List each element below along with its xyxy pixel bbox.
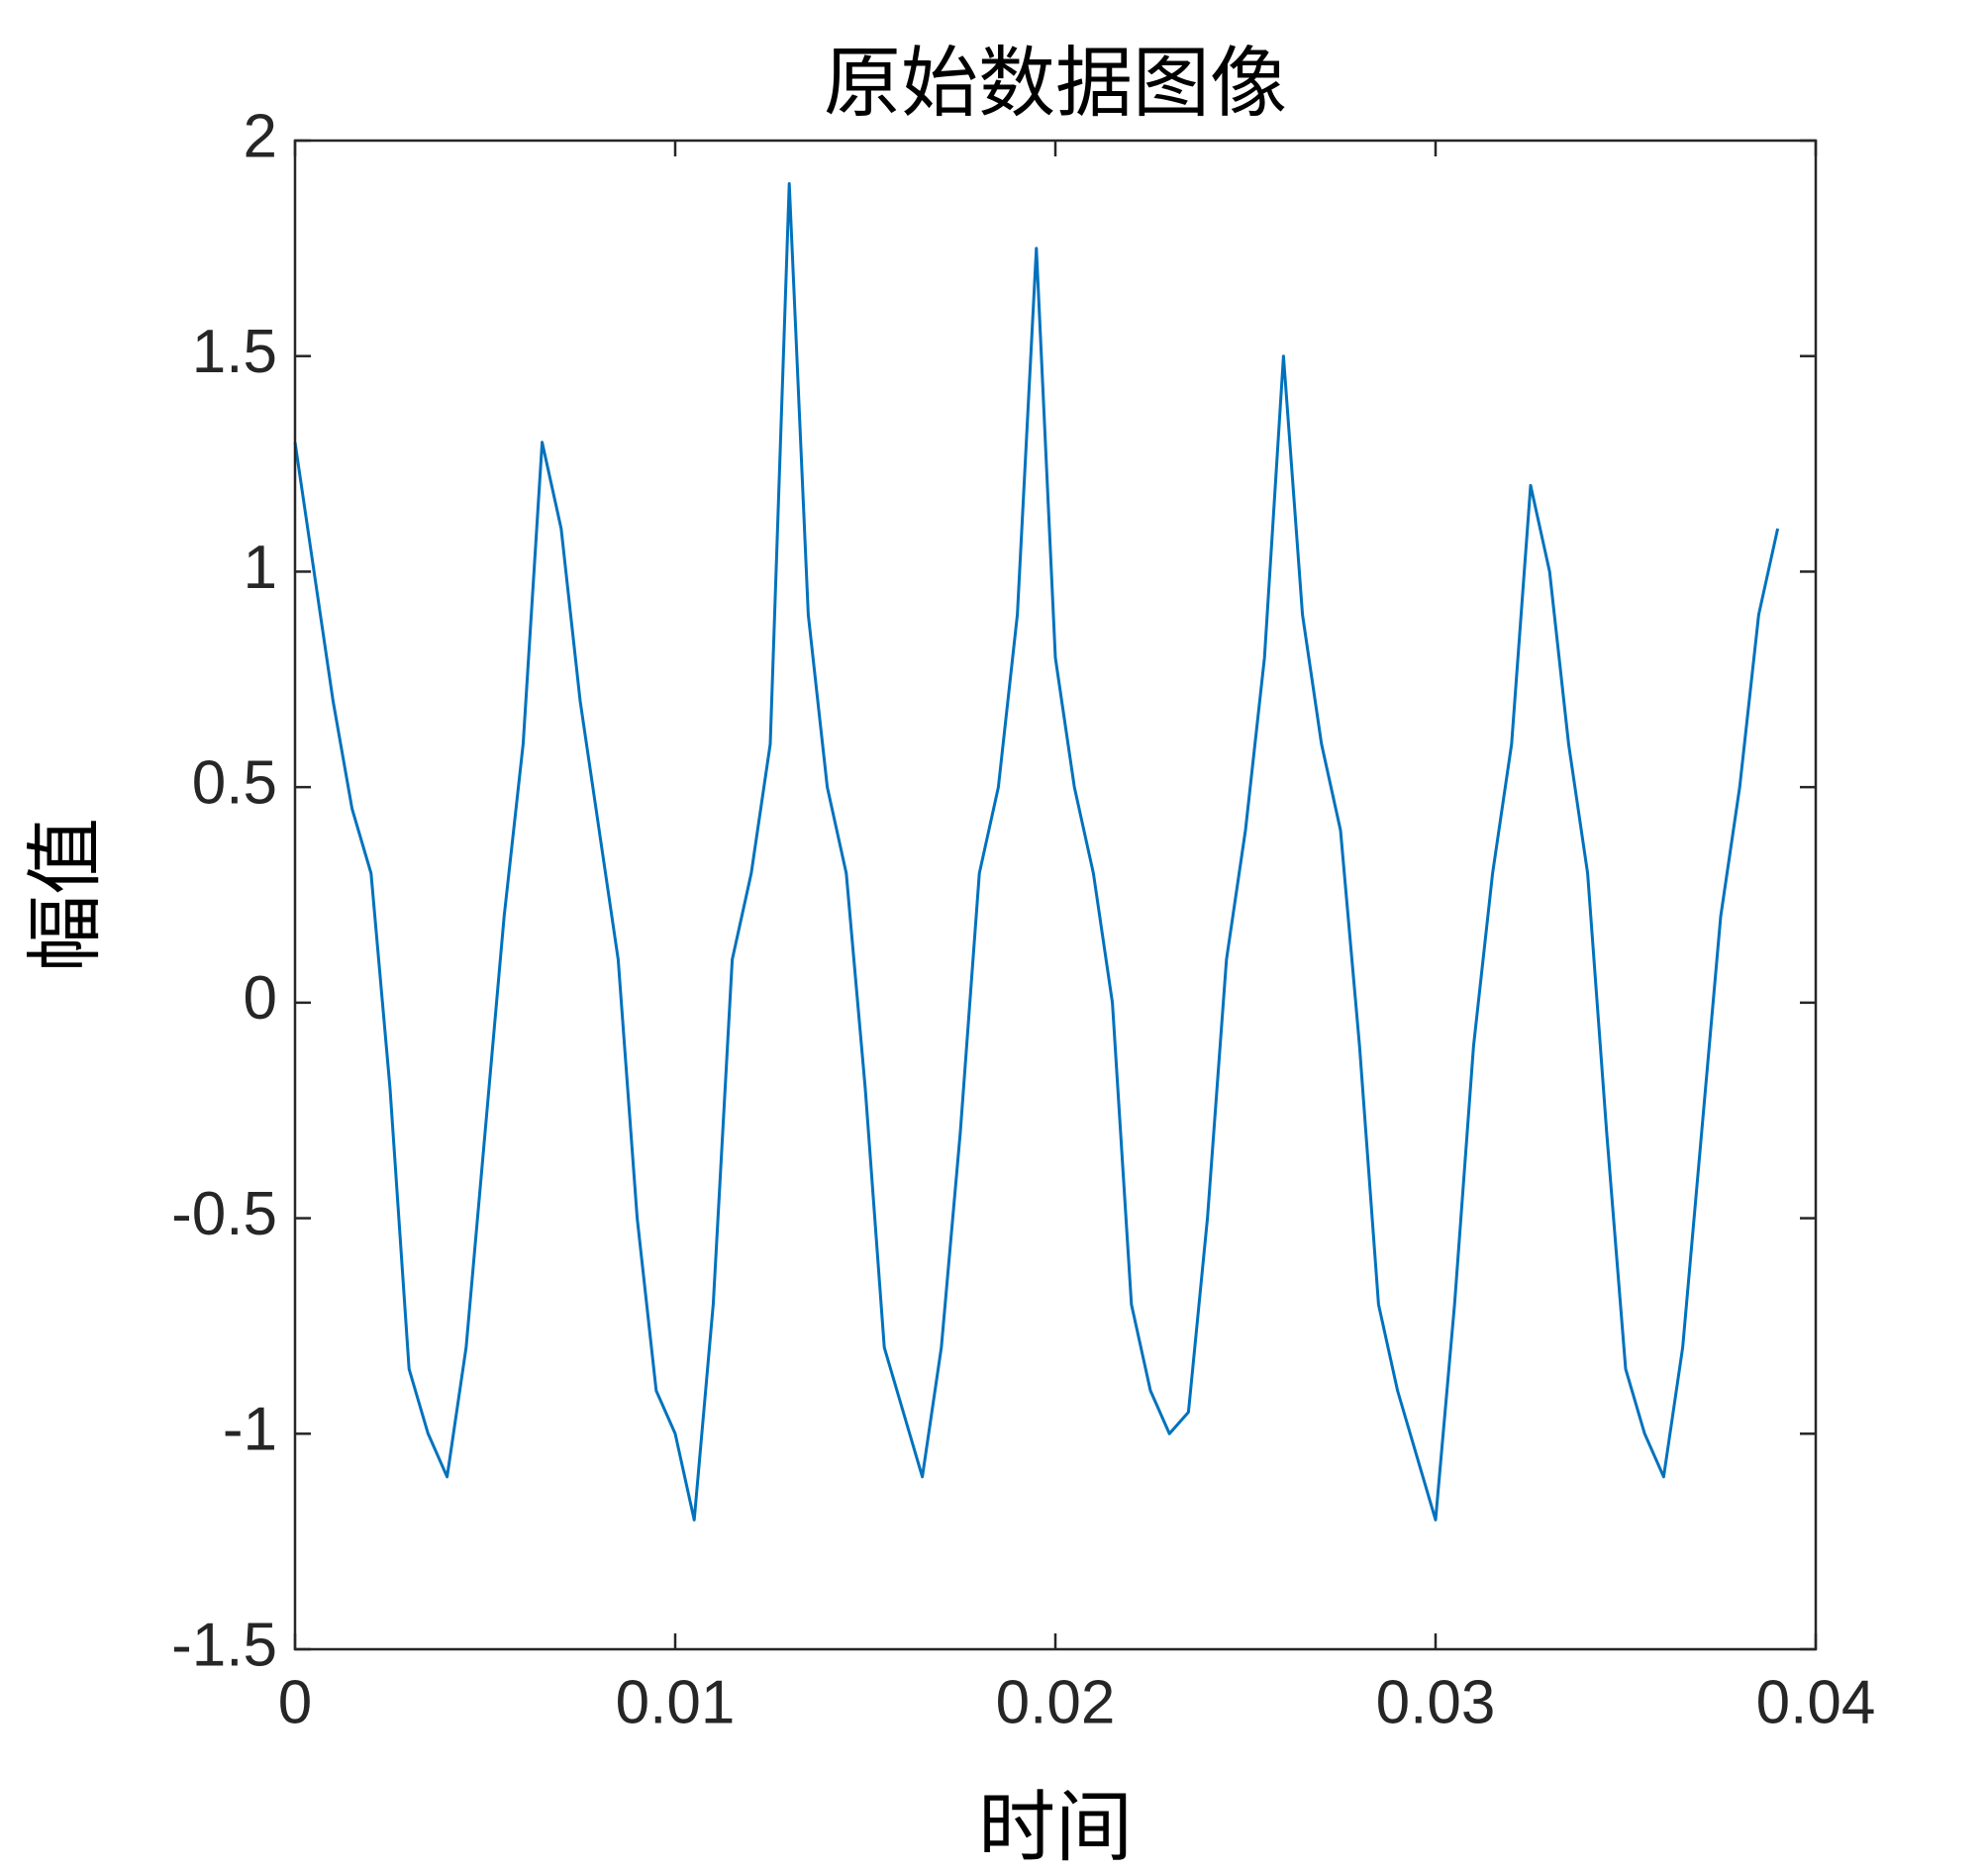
plot-area: [293, 182, 1780, 1522]
x-tick-label: 0.01: [616, 1668, 736, 1736]
y-tick-label: -1.5: [171, 1611, 277, 1679]
x-tick-label: 0: [278, 1668, 312, 1736]
x-tick-label: 0.04: [1756, 1668, 1876, 1736]
y-tick-label: -1: [223, 1396, 277, 1464]
y-tick-label: 2: [244, 102, 277, 170]
chart-title: 原始数据图像: [824, 40, 1287, 129]
x-axis-label: 时间: [978, 1784, 1133, 1871]
y-tick-label: 1: [244, 534, 277, 602]
y-tick-label: 1.5: [192, 318, 277, 386]
y-tick-label: -0.5: [171, 1180, 277, 1248]
y-tick-label: 0: [244, 964, 277, 1033]
x-tick-label: 0.03: [1376, 1668, 1496, 1736]
data-line: [293, 182, 1780, 1522]
y-tick-label: 0.5: [192, 749, 277, 818]
y-axis-label: 幅值: [22, 818, 111, 972]
x-tick-label: 0.02: [996, 1668, 1116, 1736]
